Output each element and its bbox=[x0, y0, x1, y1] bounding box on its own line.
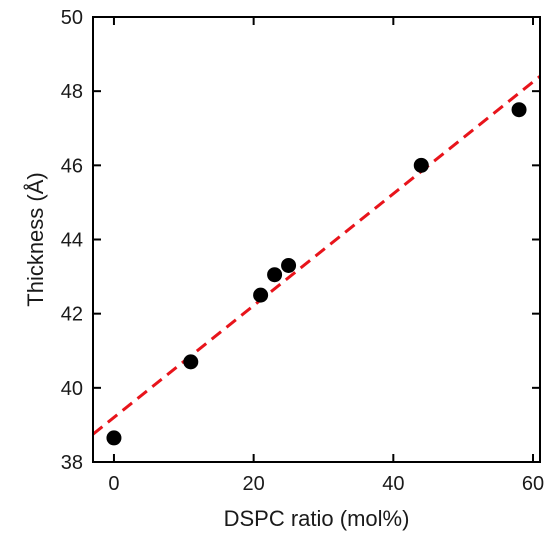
data-point bbox=[511, 102, 527, 118]
y-tick-label: 48 bbox=[61, 81, 83, 103]
x-tick-label: 60 bbox=[522, 473, 544, 495]
x-tick-labels: 0 20 40 60 bbox=[108, 473, 544, 495]
data-point bbox=[413, 157, 429, 173]
y-tick-label: 38 bbox=[61, 452, 83, 474]
data-point bbox=[106, 430, 122, 446]
x-tick-label: 20 bbox=[243, 473, 265, 495]
data-point bbox=[267, 267, 283, 283]
y-tick-label: 44 bbox=[61, 230, 83, 252]
plot-frame bbox=[92, 16, 541, 463]
tick-layer bbox=[93, 16, 540, 463]
y-tick-label: 42 bbox=[61, 304, 83, 326]
x-tick-label: 40 bbox=[382, 473, 404, 495]
x-axis-label: DSPC ratio (mol%) bbox=[224, 506, 410, 531]
y-tick-label: 40 bbox=[61, 378, 83, 400]
fit-line bbox=[92, 75, 541, 436]
data-point bbox=[281, 257, 297, 273]
y-axis-label: Thickness (Å) bbox=[23, 172, 48, 306]
y-tick-labels: 38 40 42 44 46 48 50 bbox=[61, 7, 83, 474]
data-point bbox=[253, 287, 269, 303]
x-tick-label: 0 bbox=[108, 473, 119, 495]
data-point bbox=[183, 354, 199, 370]
plot-series bbox=[92, 75, 541, 446]
y-tick-label: 46 bbox=[61, 155, 83, 177]
y-tick-label: 50 bbox=[61, 7, 83, 29]
